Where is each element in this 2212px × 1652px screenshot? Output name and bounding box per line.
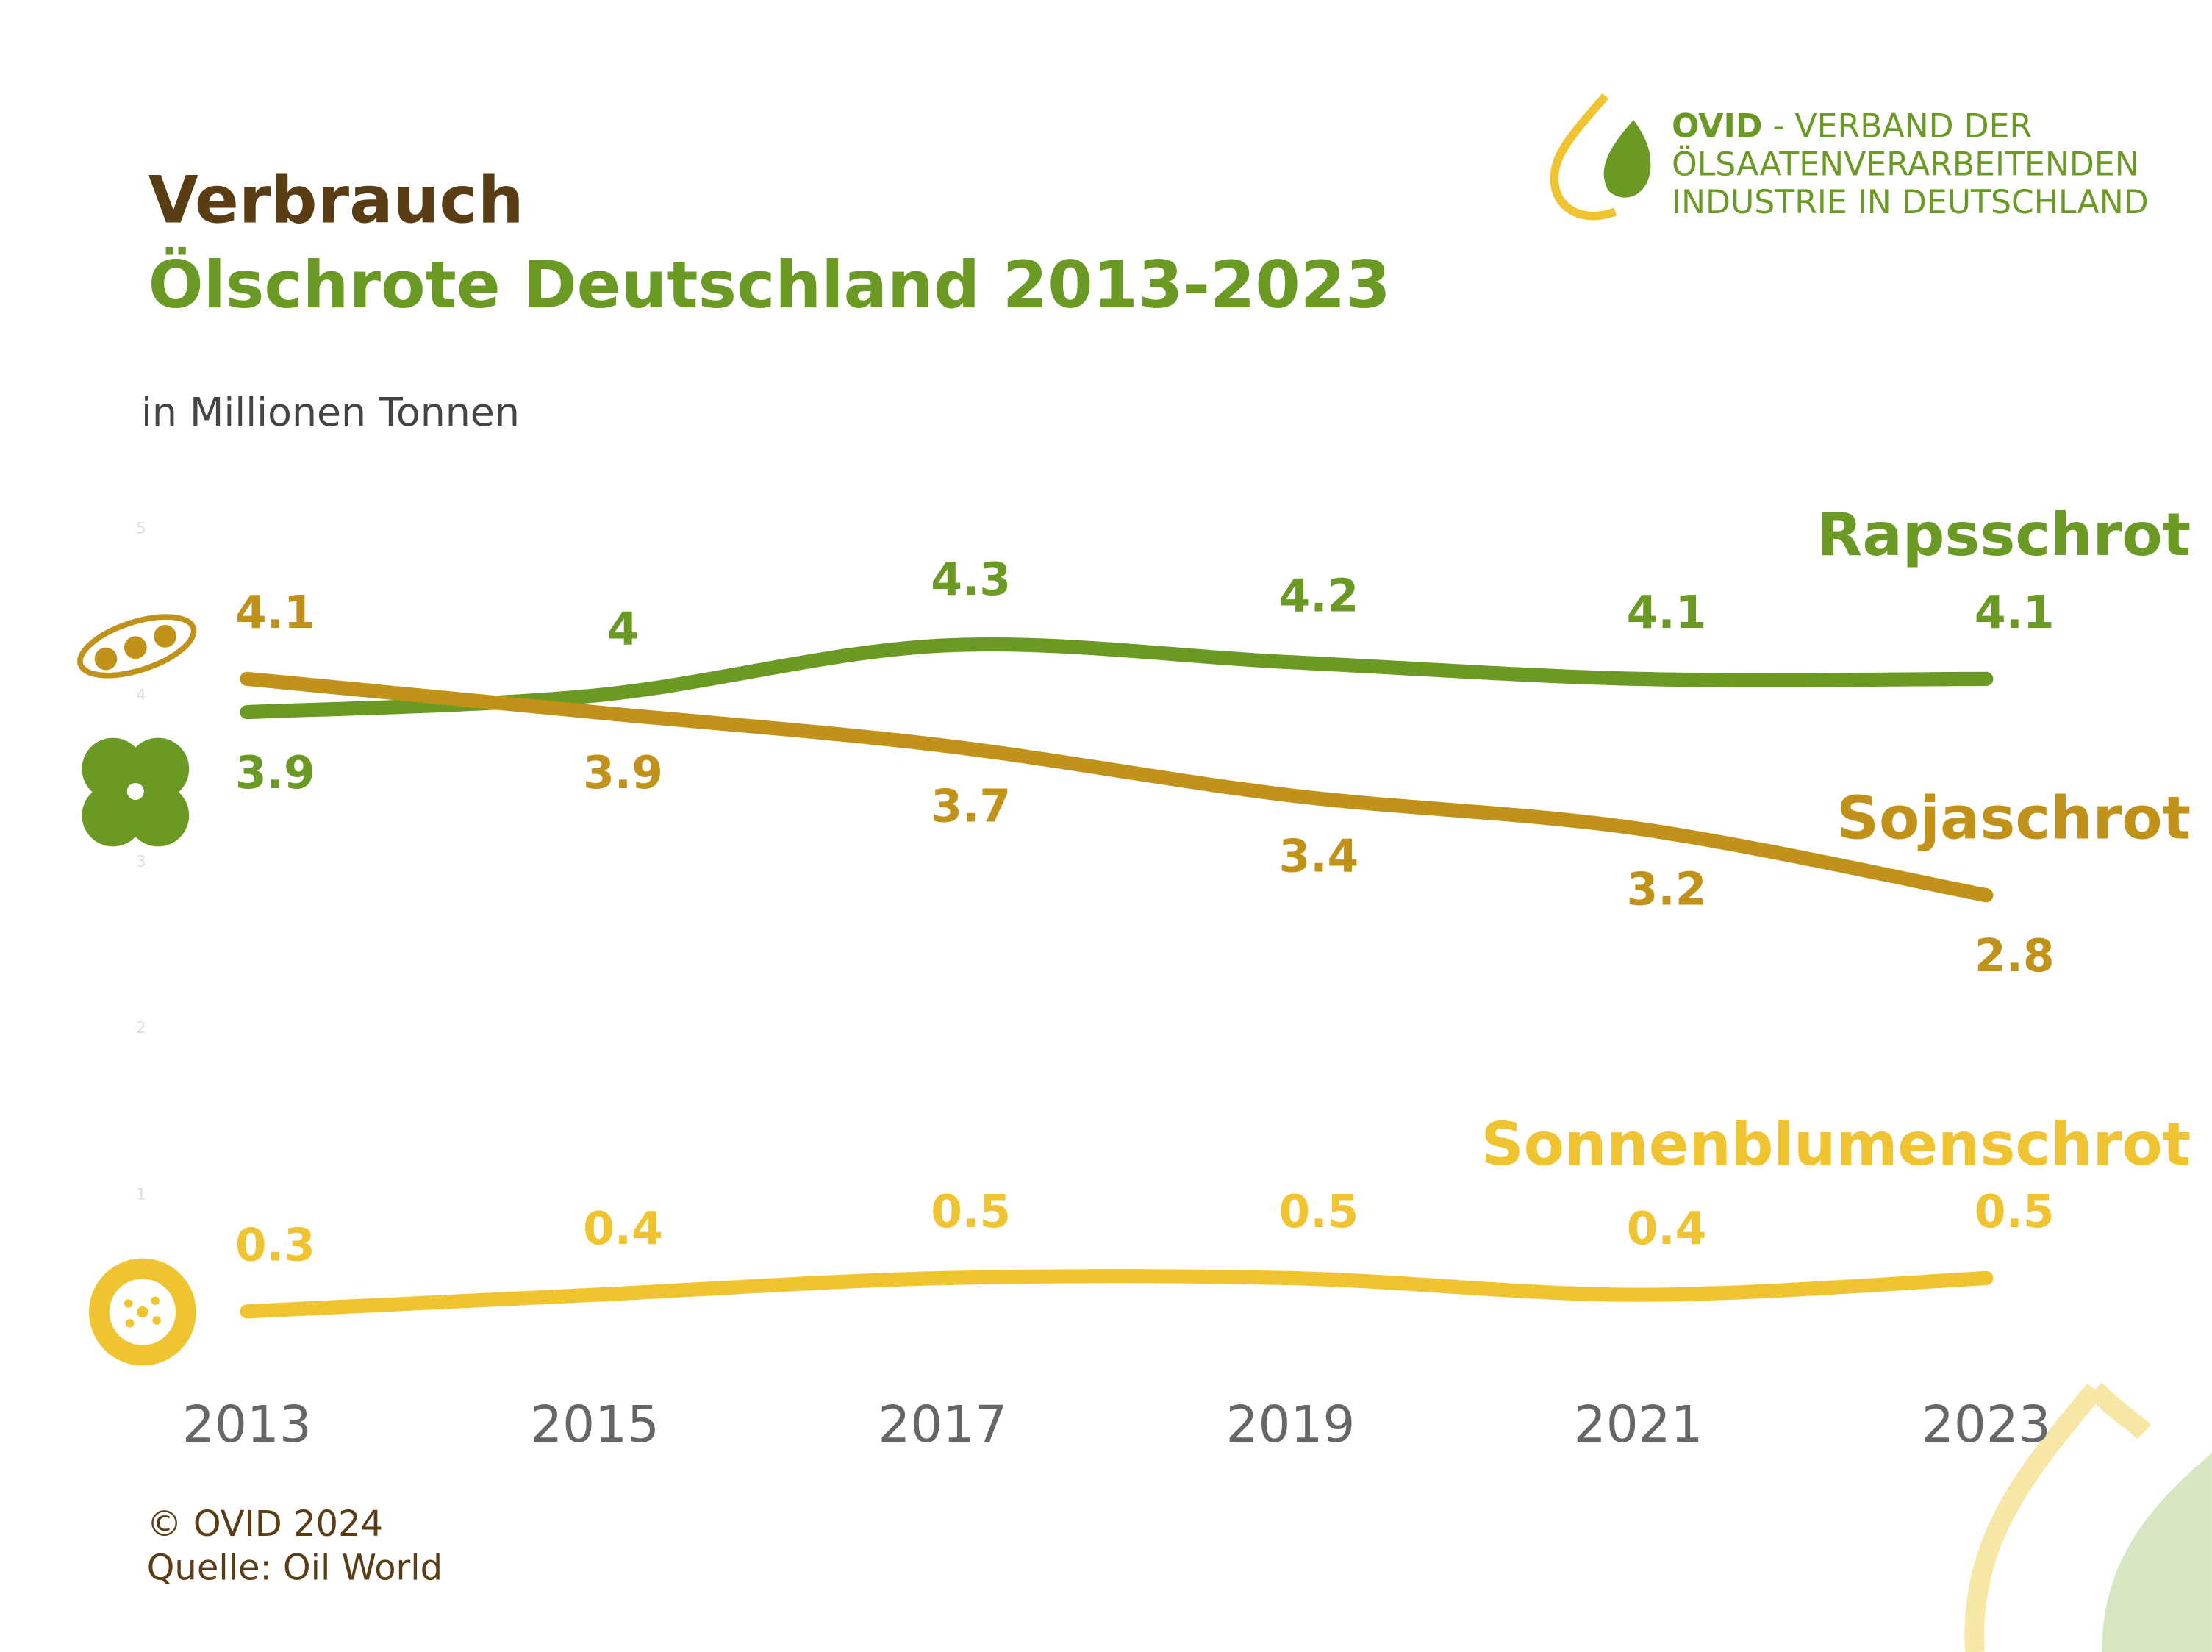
value-label: 0.4 [583,1203,663,1255]
x-tick-label: 2023 [1922,1395,2051,1454]
legend-label: Sojaschrot [1836,784,2191,854]
logo-text: ÖLSAATENVERARBEITENDEN [1672,145,2139,183]
value-label: 0.3 [235,1220,315,1272]
x-tick-label: 2019 [1226,1395,1356,1454]
legend-label: Sonnenblumenschrot [1481,1110,2191,1179]
clover-icon [82,737,190,847]
series-line [240,1269,1994,1319]
y-tick-label: 4 [136,685,146,704]
logo-text: - VERBAND DER [1773,108,2033,146]
value-label: 3.4 [1278,830,1359,882]
logo-text: INDUSTRIE IN DEUTSCHLAND [1672,184,2149,221]
value-label: 3.9 [583,747,663,799]
value-label: 0.5 [1975,1186,2055,1238]
x-tick-label: 2015 [530,1395,659,1454]
y-tick-label: 2 [136,1018,146,1037]
soy-icon [77,614,197,679]
logo-leaf [1603,120,1651,198]
value-label: 3.2 [1627,864,1707,916]
value-label: 4.1 [235,587,315,639]
footer-copyright: © OVID 2024 [147,1503,383,1545]
y-tick-label: 3 [136,851,146,870]
value-label: 4 [607,604,639,656]
value-label: 0.5 [1278,1186,1359,1238]
value-label: 4.3 [931,554,1011,606]
chart-title: Verbrauch [148,162,524,238]
chart-subtitle: Ölschrote Deutschland 2013-2023 [148,246,1391,323]
value-label: 3.9 [235,747,315,799]
value-label: 2.8 [1975,930,2055,982]
value-label: 4.1 [1627,587,1707,639]
y-tick-label: 1 [136,1184,146,1203]
footer-source: Quelle: Oil World [147,1548,443,1589]
y-tick-label: 5 [136,519,146,537]
sunflower-icon [88,1258,196,1366]
y-axis-label: in Millionen Tonnen [141,389,520,435]
value-label: 4.2 [1278,570,1359,622]
x-tick-label: 2021 [1574,1395,1703,1454]
legend-label: Rapsschrot [1817,501,2191,570]
series-line [240,671,1994,903]
series-line [240,637,1994,720]
value-label: 0.4 [1627,1203,1707,1255]
value-label: 4.1 [1975,587,2055,639]
logo-drop [1550,93,1617,221]
value-label: 3.7 [931,780,1011,832]
decor-drop [1964,1382,2152,1652]
x-tick-label: 2013 [182,1395,312,1454]
x-tick-label: 2017 [878,1395,1007,1454]
logo-line: OVID - VERBAND DER [1672,108,2032,146]
decor-leaf [2102,1453,2212,1652]
value-label: 0.5 [931,1186,1011,1238]
logo-brand: OVID [1672,108,1763,146]
